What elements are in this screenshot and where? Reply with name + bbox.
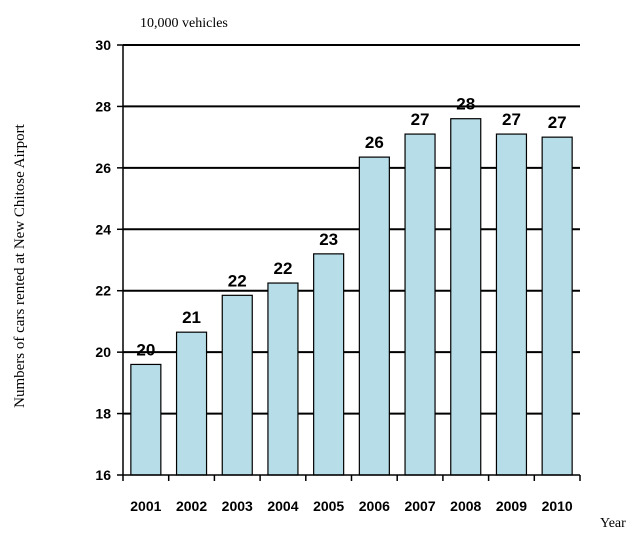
data-label-2001: 20 [136, 340, 155, 359]
y-tick-label: 18 [95, 406, 111, 422]
bar-2004 [267, 282, 299, 476]
data-label-2003: 22 [228, 271, 247, 290]
data-label-2006: 26 [365, 133, 384, 152]
x-tick-labels: 2001 2002 2003 2004 2005 2006 2007 2008 2009 2010 [130, 498, 573, 514]
x-tick-label-2005: 2005 [313, 498, 344, 514]
x-tick-label-2008: 2008 [450, 498, 481, 514]
y-tick-label: 30 [95, 37, 111, 53]
data-label-2010: 27 [548, 113, 567, 132]
data-label-2002: 21 [182, 308, 201, 327]
y-tick-label: 22 [95, 283, 111, 299]
data-label-2009: 27 [502, 110, 521, 129]
y-tick-label: 16 [95, 467, 111, 483]
x-tick-label-2010: 2010 [542, 498, 573, 514]
bar-2009 [495, 133, 528, 476]
data-label-2005: 23 [319, 230, 338, 249]
data-label-2007: 27 [411, 110, 430, 129]
x-tick-label-2006: 2006 [359, 498, 390, 514]
x-tick-label-2002: 2002 [176, 498, 207, 514]
y-tick-label: 20 [95, 344, 111, 360]
x-tick-label-2007: 2007 [404, 498, 435, 514]
bar-2008 [450, 118, 482, 476]
data-label-2004: 22 [273, 259, 292, 278]
bar-2003 [221, 294, 253, 476]
y-tick-labels: 16 18 20 22 24 26 28 30 [95, 37, 111, 483]
y-tick-label: 26 [95, 160, 111, 176]
bars [130, 118, 573, 476]
bar-2002 [175, 331, 208, 476]
y-axis-title: Numbers of cars rented at New Chitose Ai… [12, 123, 28, 408]
x-tick-label-2003: 2003 [222, 498, 253, 514]
bar-2001 [130, 363, 162, 476]
data-label-2008: 28 [456, 95, 475, 114]
y-tick-label: 24 [95, 221, 111, 237]
axes [117, 44, 581, 481]
bar-2007 [404, 133, 436, 476]
x-tick-label-2004: 2004 [267, 498, 298, 514]
x-axis-title: Year [600, 516, 626, 531]
unit-label: 10,000 vehicles [140, 16, 228, 31]
y-tick-label: 28 [95, 98, 111, 114]
bar-2005 [313, 253, 345, 476]
bar-2006 [358, 156, 390, 476]
x-tick-label-2009: 2009 [496, 498, 527, 514]
data-labels: 20 21 22 22 23 26 27 28 27 27 [136, 95, 566, 360]
x-tick-label-2001: 2001 [130, 498, 161, 514]
bar-2010 [541, 136, 573, 476]
